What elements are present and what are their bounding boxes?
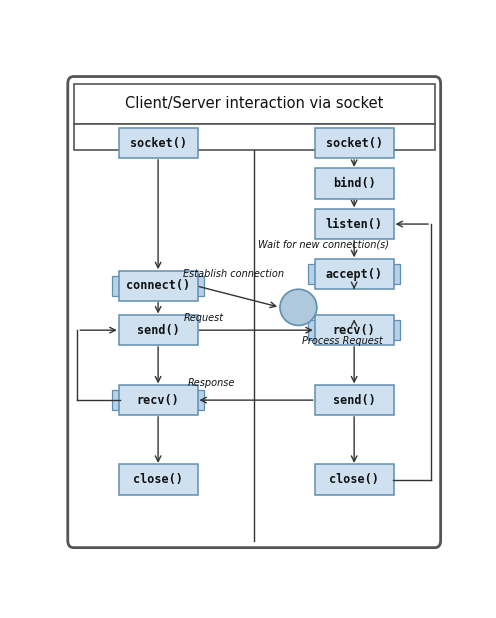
Text: socket(): socket(): [326, 137, 382, 150]
Text: Client/Server interaction via socket: Client/Server interaction via socket: [125, 96, 383, 111]
FancyBboxPatch shape: [314, 209, 394, 239]
Text: Response: Response: [188, 378, 236, 388]
Text: bind(): bind(): [333, 177, 375, 190]
FancyBboxPatch shape: [194, 276, 204, 295]
Bar: [73, 124, 435, 150]
Text: close(): close(): [329, 473, 379, 486]
FancyBboxPatch shape: [308, 265, 318, 284]
FancyBboxPatch shape: [308, 321, 318, 340]
FancyBboxPatch shape: [194, 391, 204, 410]
Bar: [73, 83, 435, 124]
FancyBboxPatch shape: [314, 385, 394, 415]
Text: close(): close(): [133, 473, 183, 486]
FancyBboxPatch shape: [119, 271, 198, 301]
Text: connect(): connect(): [126, 279, 190, 292]
FancyBboxPatch shape: [119, 385, 198, 415]
Ellipse shape: [280, 289, 317, 326]
Text: Server: Server: [334, 131, 374, 144]
FancyBboxPatch shape: [314, 128, 394, 158]
FancyBboxPatch shape: [119, 464, 198, 495]
Text: Cleint: Cleint: [140, 131, 176, 144]
FancyBboxPatch shape: [314, 315, 394, 345]
FancyBboxPatch shape: [314, 464, 394, 495]
Text: Establish connection: Establish connection: [183, 269, 284, 279]
FancyBboxPatch shape: [119, 315, 198, 345]
Text: send(): send(): [333, 394, 375, 407]
Text: Wait for new connection(s): Wait for new connection(s): [258, 239, 389, 249]
Text: send(): send(): [137, 324, 180, 337]
Text: recv(): recv(): [333, 324, 375, 337]
FancyBboxPatch shape: [390, 265, 400, 284]
FancyBboxPatch shape: [314, 168, 394, 199]
FancyBboxPatch shape: [119, 128, 198, 158]
Text: accept(): accept(): [326, 268, 382, 281]
Text: Request: Request: [184, 313, 224, 323]
FancyBboxPatch shape: [112, 276, 122, 295]
FancyBboxPatch shape: [112, 391, 122, 410]
FancyBboxPatch shape: [390, 321, 400, 340]
Text: Process Request: Process Request: [302, 336, 383, 346]
FancyBboxPatch shape: [68, 77, 440, 548]
FancyBboxPatch shape: [314, 259, 394, 289]
Text: listen(): listen(): [326, 218, 382, 231]
Text: recv(): recv(): [137, 394, 180, 407]
Text: socket(): socket(): [129, 137, 186, 150]
